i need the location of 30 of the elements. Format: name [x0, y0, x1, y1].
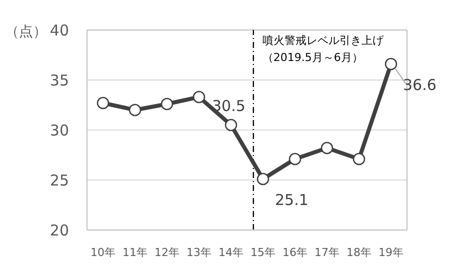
point — [352, 152, 366, 166]
x-tick-label: 15年 — [250, 246, 276, 259]
point — [96, 96, 110, 110]
y-tick-label: 25 — [50, 171, 69, 190]
point — [256, 172, 270, 186]
x-tick-label: 19年 — [378, 246, 404, 259]
x-tick-label: 17年 — [314, 246, 340, 259]
x-tick-label: 13年 — [186, 246, 212, 259]
data-label: 25.1 — [275, 191, 308, 209]
data-label: 36.6 — [403, 76, 436, 94]
x-tick-label: 12年 — [154, 246, 180, 259]
x-tick-label: 16年 — [282, 246, 308, 259]
point — [160, 98, 174, 110]
x-tick-label: 10年 — [90, 246, 116, 259]
y-axis-title: （点） — [5, 24, 47, 40]
ref-line-label: 噴火警戒レベル引き上げ（2019.5月～6月） — [262, 34, 384, 64]
point — [128, 104, 142, 116]
x-tick-label: 18年 — [346, 246, 372, 259]
x-tick-label: 14年 — [218, 246, 244, 259]
y-tick-label: 20 — [50, 221, 69, 240]
point — [288, 152, 302, 166]
y-tick-label: 30 — [50, 121, 69, 140]
point — [192, 90, 206, 104]
data-label: 30.5 — [212, 97, 246, 115]
x-tick-label: 11年 — [122, 246, 148, 259]
point — [384, 58, 398, 70]
y-tick-label: 35 — [50, 71, 69, 90]
point — [224, 118, 238, 132]
y-tick-label: 40 — [50, 21, 69, 40]
point — [320, 142, 334, 154]
